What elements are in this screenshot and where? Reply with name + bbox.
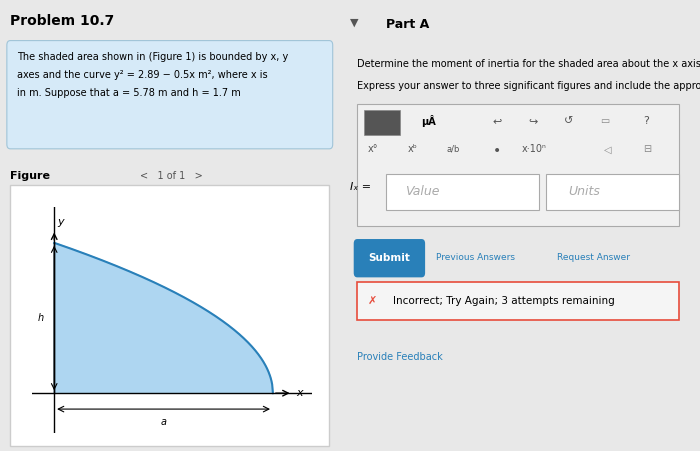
Text: Express your answer to three significant figures and include the appropriate uni: Express your answer to three significant… xyxy=(357,81,700,91)
Text: ?: ? xyxy=(643,116,649,126)
Text: ↺: ↺ xyxy=(564,116,574,126)
FancyBboxPatch shape xyxy=(547,174,678,210)
Text: y: y xyxy=(57,217,64,227)
Text: Value: Value xyxy=(405,185,440,198)
FancyBboxPatch shape xyxy=(357,104,678,226)
Text: Determine the moment of inertia for the shaded area about the x axis.: Determine the moment of inertia for the … xyxy=(357,59,700,69)
Text: ▭: ▭ xyxy=(600,116,609,126)
Text: Problem 10.7: Problem 10.7 xyxy=(10,14,115,28)
Text: in m. Suppose that a = 5.78 m and h = 1.7 m: in m. Suppose that a = 5.78 m and h = 1.… xyxy=(18,88,241,98)
Text: xᵇ: xᵇ xyxy=(407,144,417,154)
Text: ↩: ↩ xyxy=(493,116,503,126)
Text: x°: x° xyxy=(368,144,379,154)
FancyBboxPatch shape xyxy=(10,185,329,446)
FancyBboxPatch shape xyxy=(386,174,540,210)
FancyBboxPatch shape xyxy=(357,282,678,320)
Text: Iₓ =: Iₓ = xyxy=(350,182,371,192)
Text: Submit: Submit xyxy=(368,253,410,263)
Text: Incorrect; Try Again; 3 attempts remaining: Incorrect; Try Again; 3 attempts remaini… xyxy=(393,296,615,306)
Text: ✗: ✗ xyxy=(368,296,377,306)
Text: Units: Units xyxy=(568,185,600,198)
Text: axes and the curve y² = 2.89 − 0.5x m², where x is: axes and the curve y² = 2.89 − 0.5x m², … xyxy=(18,70,268,80)
Text: ▼: ▼ xyxy=(350,18,358,28)
Polygon shape xyxy=(54,243,273,393)
Text: x: x xyxy=(296,388,303,398)
Text: h: h xyxy=(38,313,44,323)
Text: Figure: Figure xyxy=(10,171,50,181)
Text: a/b: a/b xyxy=(447,144,460,153)
Text: a: a xyxy=(160,417,167,427)
Text: Request Answer: Request Answer xyxy=(557,253,630,262)
Text: Part A: Part A xyxy=(386,18,429,31)
Text: <   1 of 1   >: < 1 of 1 > xyxy=(140,171,203,181)
FancyBboxPatch shape xyxy=(7,41,332,149)
Text: ⊟: ⊟ xyxy=(643,144,651,154)
Text: •: • xyxy=(493,144,501,158)
Text: Provide Feedback: Provide Feedback xyxy=(357,352,443,362)
FancyBboxPatch shape xyxy=(354,239,425,277)
Text: ↪: ↪ xyxy=(528,116,538,126)
Text: ◁: ◁ xyxy=(603,144,611,154)
Text: Previous Answers: Previous Answers xyxy=(436,253,514,262)
Text: x·10ⁿ: x·10ⁿ xyxy=(522,144,547,154)
Text: The shaded area shown in (Figure 1) is bounded by x, y: The shaded area shown in (Figure 1) is b… xyxy=(18,52,288,62)
Text: μÂ: μÂ xyxy=(421,115,436,127)
FancyBboxPatch shape xyxy=(365,110,400,135)
